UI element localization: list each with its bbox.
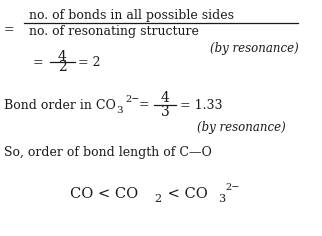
Text: no. of bonds in all possible sides: no. of bonds in all possible sides xyxy=(29,9,234,22)
Text: = 1.33: = 1.33 xyxy=(180,99,222,112)
Text: CO < CO: CO < CO xyxy=(71,187,138,201)
Text: 3: 3 xyxy=(116,106,123,115)
Text: 2−: 2− xyxy=(126,95,140,104)
Text: 3: 3 xyxy=(161,105,170,119)
Text: no. of resonating structure: no. of resonating structure xyxy=(29,25,199,38)
Text: =: = xyxy=(138,99,149,112)
Text: 2: 2 xyxy=(58,60,67,74)
Text: 2−: 2− xyxy=(225,183,240,192)
Text: 3: 3 xyxy=(218,194,225,204)
Text: (by resonance): (by resonance) xyxy=(197,121,286,134)
Text: =: = xyxy=(4,24,14,37)
Text: 2: 2 xyxy=(154,194,161,204)
Text: < CO: < CO xyxy=(163,187,208,201)
Text: Bond order in CO: Bond order in CO xyxy=(4,99,116,112)
Text: (by resonance): (by resonance) xyxy=(210,42,298,55)
Text: = 2: = 2 xyxy=(78,56,101,69)
Text: 4: 4 xyxy=(161,91,170,105)
Text: =: = xyxy=(33,56,43,69)
Text: 4: 4 xyxy=(58,50,67,64)
Text: So, order of bond length of C—O: So, order of bond length of C—O xyxy=(4,146,212,159)
